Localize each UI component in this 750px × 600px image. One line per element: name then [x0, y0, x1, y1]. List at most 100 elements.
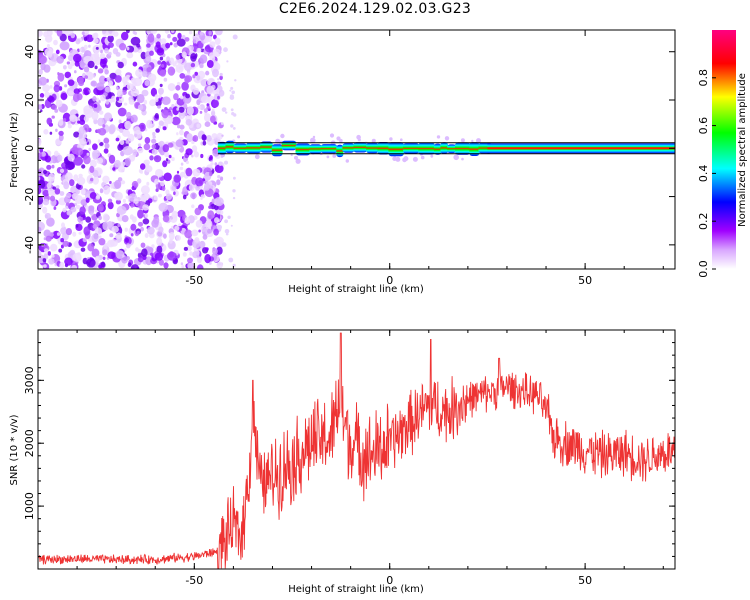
- noise-blob: [43, 31, 49, 38]
- noise-blob: [128, 99, 135, 105]
- noise-blob: [209, 171, 213, 177]
- noise-blob: [106, 77, 111, 81]
- noise-blob: [93, 103, 98, 108]
- x-tick-label: 0: [386, 274, 393, 287]
- noise-blob: [188, 183, 195, 192]
- noise-blob: [171, 116, 181, 126]
- noise-blob: [109, 72, 117, 80]
- noise-blob: [67, 79, 75, 86]
- signal-band-segment: [366, 142, 379, 154]
- noise-blob: [135, 69, 143, 78]
- noise-blob: [144, 233, 149, 238]
- noise-blob: [172, 36, 178, 42]
- spectrogram-frame: [37, 29, 676, 270]
- noise-blob: [184, 62, 192, 72]
- noise-blob: [81, 164, 86, 169]
- signal-band-segment: [271, 144, 283, 157]
- noise-blob: [154, 252, 164, 261]
- noise-blob: [168, 232, 175, 241]
- noise-blob: [114, 75, 122, 83]
- noise-blob: [206, 60, 214, 68]
- noise-blob: [73, 156, 83, 166]
- noise-blob: [192, 136, 197, 142]
- noise-blob: [117, 107, 127, 117]
- noise-blob: [53, 39, 58, 46]
- noise-blob: [158, 120, 164, 126]
- noise-blob: [126, 46, 130, 51]
- noise-blob: [78, 126, 85, 136]
- noise-blob: [38, 152, 43, 158]
- noise-blob: [118, 119, 122, 124]
- noise-blob: [173, 42, 178, 48]
- noise-blob: [191, 145, 198, 153]
- noise-blob: [170, 30, 175, 33]
- noise-blob: [216, 179, 221, 186]
- noise-blob: [124, 157, 131, 167]
- noise-blob: [79, 119, 86, 125]
- noise-blob: [153, 216, 160, 225]
- noise-blob: [126, 52, 134, 59]
- noise-blob: [79, 206, 86, 215]
- noise-blob: [52, 186, 56, 190]
- noise-blob: [158, 259, 164, 266]
- noise-blob: [120, 161, 126, 167]
- noise-blob: [171, 156, 175, 162]
- noise-blob: [55, 185, 60, 189]
- noise-blob: [105, 100, 110, 105]
- noise-blob: [158, 125, 162, 129]
- noise-blob: [207, 228, 212, 234]
- noise-blob: [213, 34, 217, 40]
- signal-halo: [294, 155, 298, 160]
- noise-blob: [83, 155, 91, 165]
- x-tick-label: 0: [386, 574, 393, 587]
- noise-blob: [180, 116, 184, 120]
- noise-blob: [121, 31, 129, 41]
- noise-blob: [91, 233, 99, 243]
- noise-blob: [125, 74, 131, 81]
- noise-blob: [81, 31, 85, 35]
- noise-blob: [232, 34, 238, 40]
- noise-blob: [185, 119, 192, 126]
- noise-blob: [62, 118, 67, 122]
- noise-blob: [192, 87, 200, 95]
- noise-blob: [230, 108, 234, 112]
- noise-blob: [98, 264, 103, 269]
- noise-blob: [153, 195, 158, 201]
- noise-blob: [58, 134, 64, 142]
- noise-blob: [110, 183, 114, 189]
- noise-blob: [146, 226, 155, 235]
- noise-blob: [77, 76, 84, 84]
- noise-blob: [86, 258, 96, 268]
- noise-blob: [104, 142, 110, 149]
- noise-blob: [185, 93, 191, 99]
- noise-blob: [99, 53, 106, 60]
- noise-blob: [118, 123, 126, 130]
- noise-blob: [72, 252, 82, 262]
- noise-blob: [97, 68, 104, 74]
- noise-blob: [88, 147, 91, 152]
- noise-blob: [49, 195, 56, 202]
- colorbar-tick-label: 0.2: [697, 212, 710, 230]
- noise-blob: [194, 237, 200, 243]
- noise-blob: [43, 129, 49, 135]
- noise-blob: [158, 193, 162, 198]
- signal-band-segment: [342, 143, 355, 153]
- noise-blob: [176, 107, 180, 111]
- noise-blob: [136, 230, 140, 235]
- noise-blob: [130, 223, 137, 231]
- noise-blob: [114, 159, 121, 168]
- noise-blob: [191, 154, 194, 158]
- noise-blob: [143, 99, 148, 105]
- noise-blob: [38, 186, 42, 195]
- noise-blob: [204, 254, 212, 264]
- spectrogram-xlabel: Height of straight line (km): [288, 284, 424, 295]
- noise-blob: [132, 216, 137, 223]
- x-tick-label: 50: [578, 574, 592, 587]
- noise-blob: [85, 108, 94, 118]
- noise-blob: [65, 192, 72, 198]
- signal-band-segment: [233, 143, 248, 153]
- noise-blob: [186, 133, 193, 143]
- noise-blob: [194, 207, 202, 216]
- noise-blob: [211, 133, 218, 139]
- noise-blob: [177, 32, 182, 40]
